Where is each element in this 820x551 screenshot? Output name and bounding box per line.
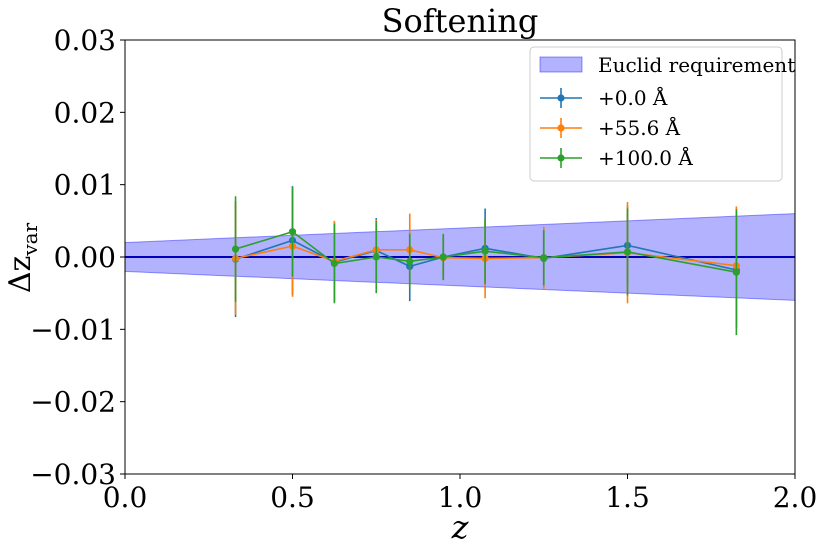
data-point [288,228,297,236]
legend-label: +55.6 Å [598,115,681,140]
legend: Euclid requirement +0.0 Å +55.6 Å +100.0 Å [529,46,795,182]
data-point [732,268,740,276]
y-tick-label: 0.02 [54,96,116,129]
data-point [481,247,489,255]
plot-area [124,186,796,336]
data-point [231,245,240,253]
legend-marker [557,124,565,132]
x-tick-label: 1.0 [438,481,483,514]
y-axis-label-sub: var [18,222,42,256]
y-tick-label: −0.01 [30,313,116,346]
x-tick-label: 0.5 [270,481,315,514]
svg-text:Δzvar: Δzvar [3,222,42,293]
legend-frame [529,46,783,182]
legend-label: +100.0 Å [598,145,693,170]
legend-series: +0.0 Å +55.6 Å +100.0 Å [540,85,693,170]
x-tick-label: 2.0 [773,481,818,514]
data-point [439,253,447,261]
legend-marker [557,154,565,162]
x-tick-label: 1.5 [605,481,650,514]
data-point [540,254,548,262]
x-tick-label: 0.0 [103,481,148,514]
chart-title: Softening [382,2,539,40]
data-point [623,248,632,256]
series-3 [231,186,740,336]
data-point [406,257,414,265]
y-axis-label: Δzvar [3,222,42,293]
x-axis-label: z [451,508,470,546]
legend-label: +0.0 Å [598,85,668,110]
axis-ticks: 0.0 0.5 1.0 1.5 2.0 −0.03 −0.02 −0.01 0.00 0.01 0.… [30,24,817,514]
y-tick-label: 0.03 [54,24,116,57]
y-tick-label: 0.00 [54,241,116,274]
legend-band-swatch [539,56,583,73]
series-line [235,239,737,271]
y-tick-label: −0.02 [30,386,116,419]
y-tick-label: −0.03 [30,458,116,491]
legend-marker [557,94,565,102]
y-axis-label-base: Δz [3,256,38,293]
legend-band-label: Euclid requirement [598,53,795,77]
y-tick-label: 0.01 [54,169,116,202]
series-line [235,230,737,273]
data-point [330,259,338,268]
data-point [372,253,380,261]
